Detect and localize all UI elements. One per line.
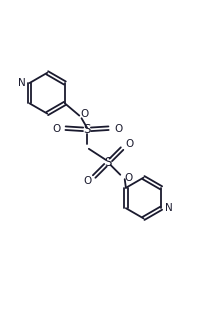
Text: N: N bbox=[165, 203, 173, 213]
Text: O: O bbox=[125, 139, 133, 149]
Text: S: S bbox=[83, 124, 91, 137]
Text: O: O bbox=[52, 124, 60, 134]
Text: O: O bbox=[124, 173, 132, 183]
Text: O: O bbox=[114, 124, 122, 134]
Text: O: O bbox=[81, 110, 89, 119]
Text: O: O bbox=[83, 176, 91, 186]
Text: N: N bbox=[18, 78, 26, 88]
Text: S: S bbox=[104, 156, 112, 169]
